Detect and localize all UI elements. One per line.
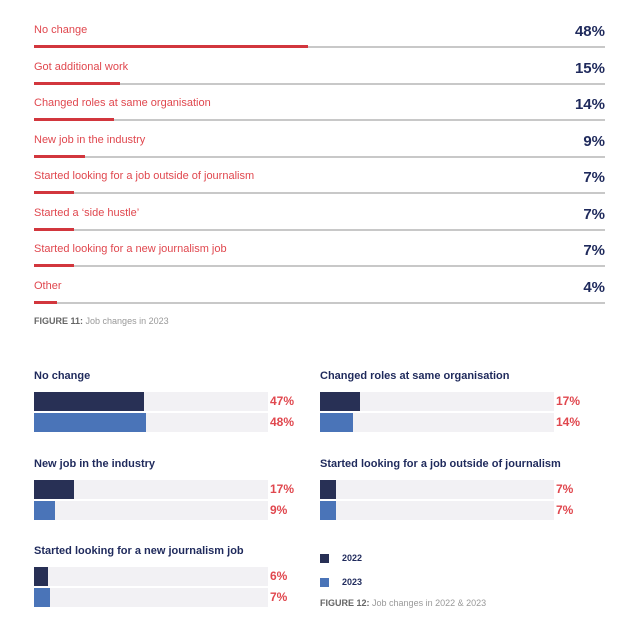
bar-track bbox=[34, 588, 268, 607]
legend-label: 2022 bbox=[342, 553, 363, 563]
bar-2023 bbox=[34, 501, 56, 520]
bar-value-label: 7% bbox=[556, 503, 574, 517]
bar bbox=[34, 264, 74, 267]
bar-row: Started a ‘side hustle’ 7% bbox=[34, 206, 605, 251]
legend-item-2023: 2023 bbox=[320, 577, 363, 588]
bar-row: Changed roles at same organisation 14% bbox=[34, 96, 605, 141]
bar-group: No change 47% 48% bbox=[34, 370, 314, 450]
bar-2022 bbox=[320, 480, 337, 499]
group-title: Started looking for a job outside of jou… bbox=[320, 458, 561, 470]
bar-track bbox=[34, 82, 605, 85]
bar-value-label: 4% bbox=[583, 278, 605, 296]
bar-track bbox=[34, 46, 605, 48]
bar-track bbox=[34, 119, 605, 121]
bar-2022 bbox=[34, 567, 49, 586]
bar bbox=[34, 154, 86, 158]
bar-label: Changed roles at same organisation bbox=[34, 97, 211, 109]
group-title: New job in the industry bbox=[34, 458, 156, 470]
bar-value-label: 9% bbox=[583, 132, 605, 150]
bar-row: Other 4% bbox=[34, 279, 605, 324]
group-title: No change bbox=[34, 370, 91, 382]
bar-value-label: 14% bbox=[574, 96, 605, 113]
bar-value-label: 14% bbox=[556, 415, 581, 429]
bar-track bbox=[320, 392, 554, 411]
bar-track bbox=[34, 413, 268, 432]
bar-value-label: 48% bbox=[270, 415, 295, 429]
bar bbox=[34, 227, 74, 231]
bar-2023 bbox=[34, 588, 51, 607]
bar-value-label: 15% bbox=[574, 59, 605, 77]
bar-track bbox=[34, 265, 605, 267]
bar bbox=[34, 45, 309, 48]
group-title: Changed roles at same organisation bbox=[320, 370, 510, 382]
bar-label: Got additional work bbox=[34, 60, 129, 73]
bar-group: Started looking for a new journalism job… bbox=[34, 545, 314, 625]
bar-track bbox=[34, 301, 605, 304]
bar-track bbox=[34, 392, 268, 411]
legend-label: 2023 bbox=[342, 577, 363, 587]
figure-12-caption: FIGURE 12: Job changes in 2022 & 2023 bbox=[320, 598, 486, 608]
bar-value-label: 7% bbox=[556, 482, 574, 496]
bar-value-label: 7% bbox=[583, 242, 605, 259]
bar-row: New job in the industry 9% bbox=[34, 133, 605, 178]
bar-value-label: 17% bbox=[270, 482, 295, 496]
bar-row: Started looking for a job outside of jou… bbox=[34, 169, 605, 214]
bar-value-label: 7% bbox=[583, 205, 605, 223]
bar-2022 bbox=[34, 392, 144, 411]
bar-row: Started looking for a new journalism job… bbox=[34, 242, 605, 287]
legend-swatch-2023 bbox=[320, 578, 329, 588]
bar-value-label: 48% bbox=[574, 23, 605, 40]
bar-2023 bbox=[34, 413, 147, 432]
bar-track bbox=[320, 501, 554, 520]
bar-value-label: 7% bbox=[270, 590, 288, 604]
bar-label: No change bbox=[34, 24, 88, 36]
bar-label: Started looking for a job outside of jou… bbox=[34, 170, 255, 182]
bar-row: Got additional work 15% bbox=[34, 60, 605, 105]
legend-item-2022: 2022 bbox=[320, 553, 363, 564]
bar-value-label: 17% bbox=[556, 394, 581, 408]
bar-2022 bbox=[320, 392, 360, 411]
bar-track bbox=[34, 155, 605, 158]
caption-text: Job changes in 2023 bbox=[85, 316, 169, 326]
bar-label: Started looking for a new journalism job bbox=[34, 243, 227, 255]
bar-track bbox=[34, 228, 605, 231]
bar bbox=[34, 191, 74, 194]
bar-group: Started looking for a job outside of jou… bbox=[320, 458, 600, 538]
bar-track bbox=[34, 480, 268, 499]
bar-label: Started a ‘side hustle’ bbox=[34, 206, 140, 219]
bar-value-label: 7% bbox=[583, 169, 605, 186]
bar-group: New job in the industry 17% 9% bbox=[34, 458, 314, 538]
bar-row: No change 48% bbox=[34, 23, 605, 68]
bar bbox=[34, 300, 57, 304]
bar-value-label: 6% bbox=[270, 569, 288, 583]
figure-11-caption: FIGURE 11: Job changes in 2023 bbox=[34, 316, 169, 326]
bar-2022 bbox=[34, 480, 74, 499]
bar-track bbox=[34, 567, 268, 586]
bar bbox=[34, 118, 114, 121]
bar bbox=[34, 81, 120, 85]
bar-group: Changed roles at same organisation 17% 1… bbox=[320, 370, 600, 450]
bar-track bbox=[34, 192, 605, 194]
bar-2023 bbox=[320, 413, 353, 432]
bar-track bbox=[320, 480, 554, 499]
bar-value-label: 47% bbox=[270, 394, 295, 408]
bar-label: New job in the industry bbox=[34, 133, 146, 146]
caption-label: FIGURE 12: bbox=[320, 598, 370, 608]
legend-swatch-2022 bbox=[320, 554, 329, 564]
bar-value-label: 9% bbox=[270, 503, 288, 517]
bar-label: Other bbox=[34, 279, 62, 292]
caption-label: FIGURE 11: bbox=[34, 316, 84, 326]
bar-track bbox=[320, 413, 554, 432]
caption-text: Job changes in 2022 & 2023 bbox=[372, 598, 487, 608]
group-title: Started looking for a new journalism job bbox=[34, 545, 244, 557]
bar-track bbox=[34, 501, 268, 520]
bar-2023 bbox=[320, 501, 337, 520]
